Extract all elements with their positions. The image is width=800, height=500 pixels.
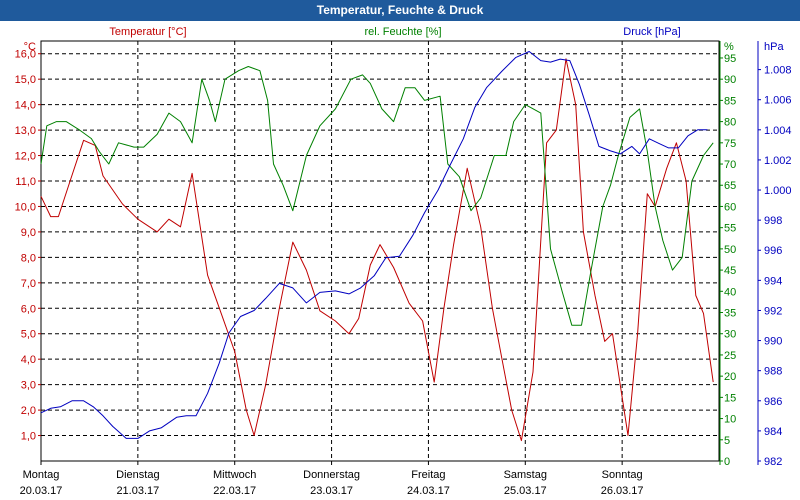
humidity-tick-label: 70: [724, 159, 736, 171]
x-day-label: Freitag: [411, 469, 445, 481]
pressure-tick-label: 1.006: [764, 95, 792, 107]
pressure-axis-title: Druck [hPa]: [623, 26, 680, 38]
x-day-label: Sonntag: [602, 469, 643, 481]
x-date-label: 24.03.17: [407, 485, 450, 497]
temperature-tick-label: 1,0: [21, 431, 36, 443]
pressure-tick-label: 996: [764, 245, 782, 257]
humidity-series-line: [40, 66, 714, 326]
plot-area-frame: [40, 40, 720, 462]
pressure-unit: hPa: [764, 41, 784, 53]
pressure-tick-label: 1.004: [764, 125, 792, 137]
x-day-label: Mittwoch: [213, 469, 256, 481]
temperature-tick-label: 15,0: [15, 74, 36, 86]
pressure-series-line: [40, 51, 708, 439]
x-day-label: Donnerstag: [303, 469, 360, 481]
temperature-tick-label: 4,0: [21, 354, 36, 366]
humidity-tick-label: 85: [724, 95, 736, 107]
humidity-tick-label: 30: [724, 329, 736, 341]
temperature-tick-label: 9,0: [21, 227, 36, 239]
humidity-tick-label: 65: [724, 180, 736, 192]
temperature-tick-label: 3,0: [21, 380, 36, 392]
pressure-tick-label: 1.000: [764, 185, 792, 197]
temperature-series-line: [40, 58, 714, 442]
humidity-tick-label: 45: [724, 265, 736, 277]
humidity-tick-label: 90: [724, 74, 736, 86]
pressure-tick-label: 998: [764, 215, 782, 227]
x-day-label: Samstag: [504, 469, 547, 481]
humidity-tick-label: 50: [724, 244, 736, 256]
humidity-tick-label: 10: [724, 414, 736, 426]
humidity-tick-label: 60: [724, 201, 736, 213]
pressure-tick-label: 1.008: [764, 65, 792, 77]
humidity-tick-label: 95: [724, 53, 736, 65]
x-day-label: Dienstag: [116, 469, 159, 481]
x-date-label: 20.03.17: [20, 485, 63, 497]
humidity-tick-label: 80: [724, 117, 736, 129]
temperature-tick-label: 16,0: [15, 49, 36, 61]
temperature-tick-label: 13,0: [15, 125, 36, 137]
temperature-tick-label: 5,0: [21, 329, 36, 341]
pressure-tick-label: 988: [764, 366, 782, 378]
humidity-tick-label: 40: [724, 286, 736, 298]
window-title: Temperatur, Feuchte & Druck: [0, 0, 800, 21]
humidity-tick-label: 0: [724, 456, 730, 468]
pressure-tick-label: 982: [764, 456, 782, 468]
humidity-tick-label: 25: [724, 350, 736, 362]
x-date-label: 22.03.17: [213, 485, 256, 497]
humidity-tick-label: 20: [724, 371, 736, 383]
temperature-tick-label: 2,0: [21, 405, 36, 417]
pressure-tick-label: 984: [764, 426, 782, 438]
pressure-tick-label: 1.002: [764, 155, 792, 167]
humidity-tick-label: 55: [724, 223, 736, 235]
humidity-tick-label: 35: [724, 308, 736, 320]
temperature-tick-label: 6,0: [21, 303, 36, 315]
temperature-tick-label: 8,0: [21, 252, 36, 264]
pressure-tick-label: 986: [764, 396, 782, 408]
pressure-tick-label: 990: [764, 336, 782, 348]
temperature-tick-label: 14,0: [15, 100, 36, 112]
humidity-axis-title: rel. Feuchte [%]: [364, 26, 441, 38]
temperature-tick-label: 10,0: [15, 201, 36, 213]
temperature-tick-label: 11,0: [15, 176, 36, 188]
x-day-label: Montag: [23, 469, 60, 481]
pressure-tick-label: 994: [764, 275, 782, 287]
temperature-axis-title: Temperatur [°C]: [109, 26, 186, 38]
temperature-unit: °C: [24, 41, 36, 53]
x-date-label: 21.03.17: [116, 485, 159, 497]
x-date-label: 25.03.17: [504, 485, 547, 497]
humidity-tick-label: 15: [724, 392, 736, 404]
humidity-tick-label: 5: [724, 435, 730, 447]
x-date-label: 23.03.17: [310, 485, 353, 497]
pressure-tick-label: 992: [764, 305, 782, 317]
temperature-tick-label: 12,0: [15, 151, 36, 163]
x-date-label: 26.03.17: [601, 485, 644, 497]
humidity-tick-label: 75: [724, 138, 736, 150]
humidity-unit: %: [724, 41, 734, 53]
temperature-tick-label: 7,0: [21, 278, 36, 290]
